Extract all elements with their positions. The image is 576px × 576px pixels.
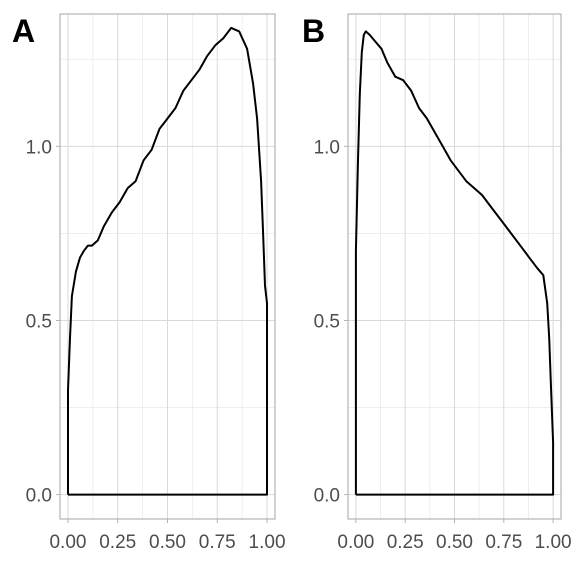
x-tick-label: 1.00 [535,532,572,553]
x-tick-label: 0.25 [99,532,136,553]
x-tick-label: 0.00 [337,532,374,553]
density-curve [67,26,268,496]
y-tick-label: 0.0 [26,486,52,507]
panel-tag-label: B [302,13,325,49]
x-tick-label: 0.00 [49,532,86,553]
panel-a: 0.00 0.25 0.50 0.75 1.00 0.0 0.5 1.0 A [12,13,286,553]
x-tick-label: 0.50 [149,532,186,553]
panel-b: 0.00 0.25 0.50 0.75 1.00 0.0 0.5 1.0 B [302,13,572,553]
x-tick-label: 1.00 [249,532,286,553]
x-tick-label: 0.75 [199,532,236,553]
y-tick-label: 0.5 [314,311,340,332]
y-tick-label: 1.0 [26,137,52,158]
x-tick-label: 0.75 [485,532,522,553]
x-tick-label: 0.25 [387,532,424,553]
y-tick-label: 0.0 [314,486,340,507]
panel-tag-label: A [12,13,35,49]
y-tick-label: 1.0 [314,137,340,158]
x-tick-label: 0.50 [436,532,473,553]
density-curve [354,30,555,496]
y-tick-label: 0.5 [26,311,52,332]
